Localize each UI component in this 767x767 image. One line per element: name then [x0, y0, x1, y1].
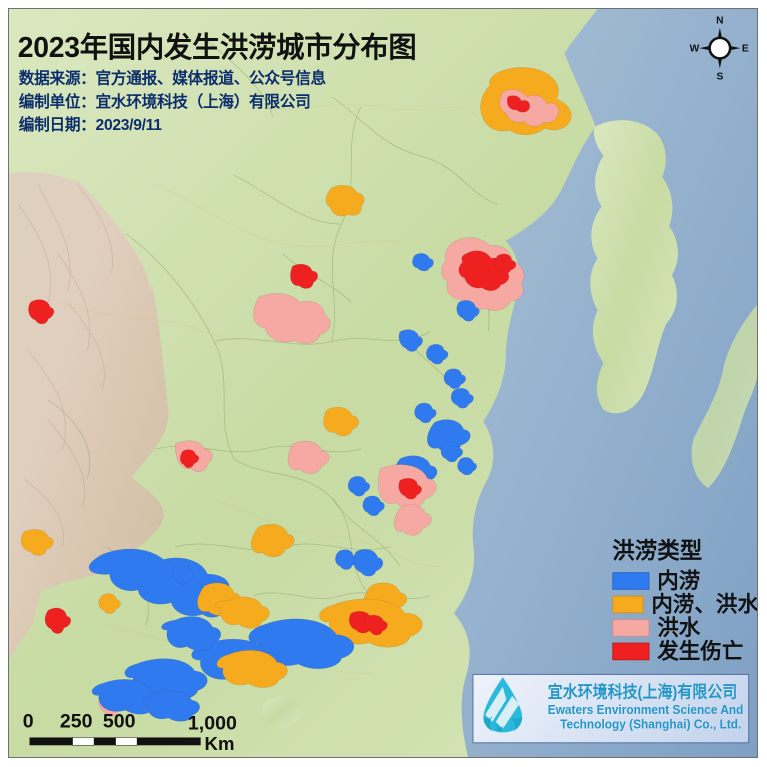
svg-text:E: E — [742, 44, 749, 55]
svg-text:S: S — [716, 71, 723, 82]
svg-text:Km: Km — [205, 733, 235, 754]
svg-text:0: 0 — [23, 711, 34, 733]
svg-text:500: 500 — [103, 711, 136, 733]
svg-text:1,000: 1,000 — [188, 713, 237, 735]
svg-text:W: W — [690, 44, 700, 55]
svg-text:N: N — [716, 16, 723, 27]
svg-text:250: 250 — [60, 711, 93, 733]
